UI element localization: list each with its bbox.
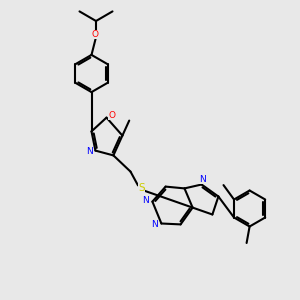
Text: N: N — [152, 220, 158, 229]
Text: N: N — [86, 147, 93, 156]
Text: O: O — [92, 30, 99, 39]
Text: N: N — [142, 196, 149, 205]
Text: O: O — [108, 111, 115, 120]
Text: N: N — [200, 175, 206, 184]
Text: S: S — [138, 183, 145, 194]
